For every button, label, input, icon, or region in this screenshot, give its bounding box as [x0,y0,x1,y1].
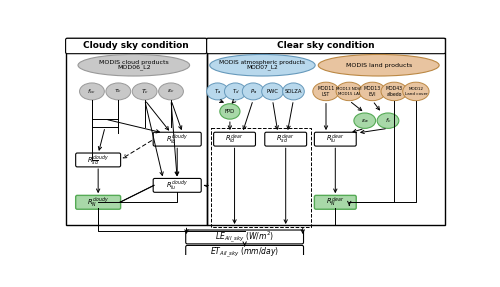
Text: MOD43
albedo: MOD43 albedo [386,86,402,97]
Ellipse shape [282,83,304,100]
Ellipse shape [381,82,407,101]
Text: $R_{lu}^{cloudy}$: $R_{lu}^{cloudy}$ [166,179,188,192]
Text: $ET_{All\_sky}\ (mm/day)$: $ET_{All\_sky}\ (mm/day)$ [210,245,280,259]
Text: Cloudy sky condition: Cloudy sky condition [83,42,189,51]
Text: $R_{ld}^{clear}$: $R_{ld}^{clear}$ [225,133,244,146]
Text: MOD13 NDVI
MOD15 LAI: MOD13 NDVI MOD15 LAI [336,87,362,96]
FancyBboxPatch shape [206,38,446,54]
Ellipse shape [210,55,315,76]
FancyBboxPatch shape [265,132,306,146]
Text: $f_{cc}$: $f_{cc}$ [88,87,96,96]
Ellipse shape [78,55,190,76]
Text: $\varepsilon_c$: $\varepsilon_c$ [167,88,175,95]
Text: SOLZA: SOLZA [284,89,302,94]
Text: $R_{sd}^{clear}$: $R_{sd}^{clear}$ [276,133,295,146]
Ellipse shape [242,83,264,100]
Bar [212,128,310,227]
Text: $R_{ld}^{cloudy}$: $R_{ld}^{cloudy}$ [166,132,188,146]
Ellipse shape [360,82,386,101]
Bar [66,38,206,225]
FancyBboxPatch shape [214,132,256,146]
Text: $\tau_c$: $\tau_c$ [114,88,122,95]
Bar [206,38,446,225]
Text: $T_a$: $T_a$ [214,87,221,96]
Ellipse shape [220,104,240,119]
Ellipse shape [402,82,429,101]
Text: $T_d$: $T_d$ [232,87,239,96]
Text: MOD12
Land cover: MOD12 Land cover [404,87,427,96]
Ellipse shape [132,83,157,100]
Text: $R_N^{clear}$: $R_N^{clear}$ [326,196,344,209]
Text: FPD: FPD [225,109,235,114]
Ellipse shape [262,83,283,100]
FancyBboxPatch shape [66,38,206,54]
Text: MOD11
LST: MOD11 LST [318,86,334,97]
FancyBboxPatch shape [186,245,304,259]
Ellipse shape [318,55,439,76]
Ellipse shape [106,83,130,100]
Text: MODIS atmospheric products: MODIS atmospheric products [220,61,306,65]
FancyBboxPatch shape [76,195,120,209]
Text: MODIS cloud products: MODIS cloud products [99,61,168,65]
Text: MOD07_L2: MOD07_L2 [246,65,278,70]
FancyBboxPatch shape [314,132,356,146]
Text: $R_N^{cloudy}$: $R_N^{cloudy}$ [87,195,110,209]
Text: MOD13
EVI: MOD13 EVI [364,86,381,97]
Ellipse shape [206,83,229,100]
Text: $f_c$: $f_c$ [384,116,392,125]
FancyBboxPatch shape [186,230,304,244]
Text: $P_a$: $P_a$ [250,87,257,96]
Text: $R_{sd}^{cloudy}$: $R_{sd}^{cloudy}$ [87,153,110,167]
Text: $LE_{All\_sky}\ (W/m^2)$: $LE_{All\_sky}\ (W/m^2)$ [215,229,274,245]
Text: PWC: PWC [266,89,278,94]
Text: $\varepsilon_a$: $\varepsilon_a$ [361,117,368,125]
FancyBboxPatch shape [76,153,120,167]
FancyBboxPatch shape [314,195,356,209]
Text: $R_{lu}^{clear}$: $R_{lu}^{clear}$ [326,133,344,146]
Text: MOD06_L2: MOD06_L2 [117,65,150,70]
Ellipse shape [336,82,362,101]
Ellipse shape [313,82,339,101]
FancyBboxPatch shape [153,179,201,192]
Ellipse shape [224,83,246,100]
Ellipse shape [377,113,399,128]
Text: MODIS land products: MODIS land products [346,63,412,68]
Text: $T_c$: $T_c$ [140,87,148,96]
Ellipse shape [354,113,376,128]
Text: Clear sky condition: Clear sky condition [277,42,375,51]
Ellipse shape [80,83,104,100]
FancyBboxPatch shape [153,132,201,146]
Ellipse shape [158,83,184,100]
